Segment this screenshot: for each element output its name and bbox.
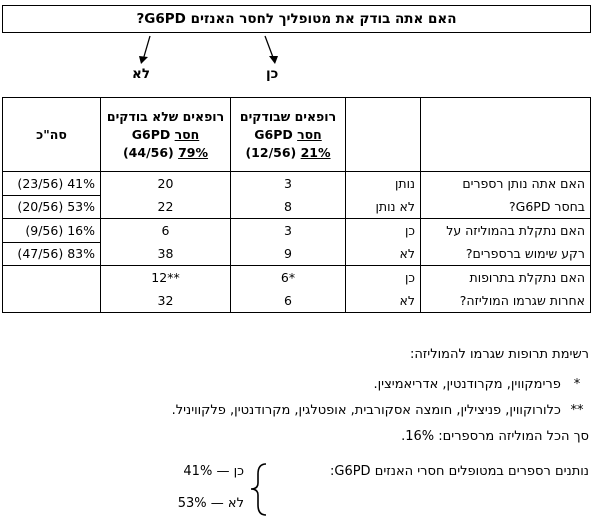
total-cell: 83% (47/56) xyxy=(2,242,101,266)
note-mark: ** xyxy=(570,403,584,418)
table-row: האם נתקלת בתרופות אחרות שגרמו המוליזה? כן 6… xyxy=(2,265,591,313)
question-cell: האם נתקלת בהמוליזה על רקע שימוש ברספרים? xyxy=(420,218,591,266)
question-line: אחרות שגרמו המוליזה? xyxy=(459,293,585,308)
answer-cell: לא נותן xyxy=(345,195,421,219)
arrow-label: לא xyxy=(132,66,150,82)
header-word: חסר xyxy=(174,126,200,142)
note-text: פרימקווין, מקרודנטין, אדריאמיצין. xyxy=(373,377,561,392)
question: האם אתה בודק את מטופליך לחסר האנזים G6PD… xyxy=(136,11,457,27)
arrows xyxy=(139,35,278,64)
table-row: האם נתקלת בהמוליזה על רקע שימוש ברספרים? כ… xyxy=(2,218,591,266)
table-row: לא 6 32 xyxy=(3,289,591,313)
header-testing: רופאים שבודקים חסר G6PD 21% (12/56) xyxy=(230,97,346,172)
header-percent: 79% xyxy=(178,144,209,160)
giving-option: כן — 41% xyxy=(183,464,244,479)
question-line: האם נתקלת בהמוליזה על xyxy=(446,223,585,238)
answer-cell: נותן xyxy=(345,171,421,195)
header-title: רופאים שלא בודקים xyxy=(106,108,225,124)
header-total-text: סה"כ xyxy=(36,126,67,142)
total-cell: 16% (9/56) xyxy=(2,218,101,243)
total-cell: 53% (20/56) xyxy=(2,195,101,219)
note-item: ** כלורוקווין, פניצילין, חומצה אסקורבית,… xyxy=(4,398,589,424)
total-cell: 41% (23/56) xyxy=(2,171,101,196)
table-row: לא נותן 8 22 53% (20/56) xyxy=(2,195,591,219)
header-enzyme: G6PD xyxy=(254,126,293,142)
header-fraction: (44/56) xyxy=(122,144,174,160)
value-cell: 9 xyxy=(230,242,346,266)
header-fraction: (12/56) xyxy=(245,144,297,160)
question-cell: האם נתקלת בתרופות אחרות שגרמו המוליזה? xyxy=(420,265,591,313)
option-label: לא xyxy=(227,496,244,511)
header-not-testing: רופאים שלא בודקים חסר G6PD 79% (44/56) xyxy=(100,97,231,172)
header-word: חסר xyxy=(297,126,322,142)
value-cell: 12** xyxy=(100,265,231,289)
giving: נותנים רספרים במטופלים חסרי האנזים G6PD:… xyxy=(4,462,589,517)
value-cell: 22 xyxy=(100,195,231,219)
question-cell: האם אתה נותן רספרים בחסר G6PD? xyxy=(420,171,591,219)
notes-summary: סך הכל המוליזה מרספרים: 16%. xyxy=(401,429,589,444)
answer-cell: כן xyxy=(345,218,421,242)
note-text: כלורוקווין, פניצילין, חומצה אסקורבית, או… xyxy=(171,403,561,418)
table-row: האם אתה נותן רספרים בחסר G6PD? נותן 3 20 41% … xyxy=(2,171,591,219)
value-cell: 8 xyxy=(230,195,346,219)
brace xyxy=(250,463,267,516)
header-enzyme: G6PD xyxy=(131,126,171,142)
notes-heading: רשימת תרופות שגרמו להמוליזה: xyxy=(409,347,589,362)
option-value: 41% xyxy=(183,464,213,479)
option-value: 53% xyxy=(177,496,207,511)
note-item: * פרימקווין, מקרודנטין, אדריאמיצין. xyxy=(4,372,589,398)
table-row: לא 9 38 83% (47/56) xyxy=(2,242,591,266)
giving-text: נותנים רספרים במטופלים חסרי האנזים G6PD: xyxy=(329,464,589,479)
option-label: כן xyxy=(233,464,244,479)
brace-path xyxy=(250,463,267,516)
question-box: האם אתה בודק את מטופליך לחסר האנזים G6PD… xyxy=(2,5,591,33)
value-cell: 38 xyxy=(100,242,231,266)
note-mark: * xyxy=(573,377,581,392)
giving-option: לא — 53% xyxy=(177,496,244,511)
question-line: רקע שימוש ברספרים? xyxy=(465,246,585,261)
value-cell: 20 xyxy=(100,171,231,195)
answer-cell: לא xyxy=(345,242,421,266)
header-title: רופאים שבודקים xyxy=(239,108,337,124)
total-cell xyxy=(2,265,101,313)
value-cell: 3 xyxy=(230,218,346,242)
question-line: האם נתקלת בתרופות xyxy=(469,270,585,285)
header-question xyxy=(420,97,591,172)
value-cell: 6 xyxy=(230,289,346,313)
results-table: רופאים שבודקים חסר G6PD 21% (12/56) רופא… xyxy=(2,97,591,313)
value-cell: 6 xyxy=(100,218,231,242)
value-cell: 3 xyxy=(230,171,346,195)
value-cell: 6* xyxy=(230,265,346,289)
arrow-head xyxy=(269,56,278,64)
header-percent: 21% xyxy=(300,144,331,160)
arrow-head xyxy=(139,56,148,64)
question-line: בחסר G6PD? xyxy=(509,199,585,214)
table-body: האם אתה נותן רספרים בחסר G6PD? נותן 3 20 41% … xyxy=(2,171,591,313)
header-answer xyxy=(345,97,421,172)
answer-cell: לא xyxy=(345,289,421,313)
value-cell: 32 xyxy=(100,289,231,313)
header-total: סה"כ xyxy=(2,97,101,172)
arrow-label: כן xyxy=(266,66,279,82)
answer-cell: כן xyxy=(345,265,421,289)
arrow-no xyxy=(142,35,151,61)
notes: רשימת תרופות שגרמו להמוליזה: * פרימקווין… xyxy=(4,342,589,450)
question-line: האם אתה נותן רספרים xyxy=(462,176,585,191)
